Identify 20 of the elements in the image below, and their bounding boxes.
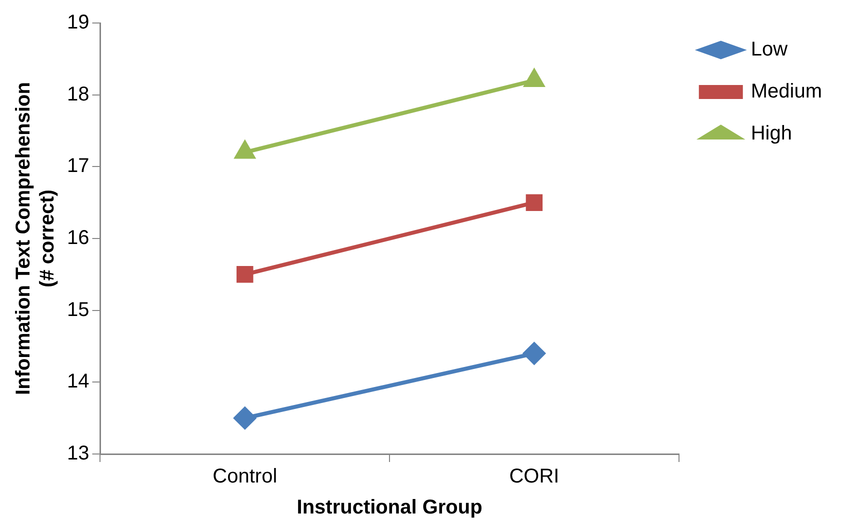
y-tick-label: 18 <box>66 83 90 106</box>
point <box>234 407 256 430</box>
y-tick-label: 16 <box>66 227 90 250</box>
x-tick-label: Control <box>212 466 278 488</box>
point <box>524 69 544 87</box>
y-tick-label: 14 <box>66 370 90 393</box>
point <box>235 141 255 159</box>
x-tick-label: CORI <box>509 466 560 488</box>
y-axis-title: Information Text Comprehension (# correct) <box>12 82 59 395</box>
point <box>236 266 254 283</box>
y-tick-label: 19 <box>66 12 90 34</box>
point <box>526 194 543 211</box>
y-tick-label: 15 <box>66 298 90 321</box>
y-tick-label: 13 <box>66 442 90 465</box>
y-tick-label: 17 <box>66 155 90 178</box>
legend-label: Low <box>750 38 788 61</box>
point <box>523 342 546 364</box>
legend-label: Medium <box>750 80 822 103</box>
x-axis-title: Instructional Group <box>296 496 482 519</box>
legend-label: High <box>750 122 792 145</box>
